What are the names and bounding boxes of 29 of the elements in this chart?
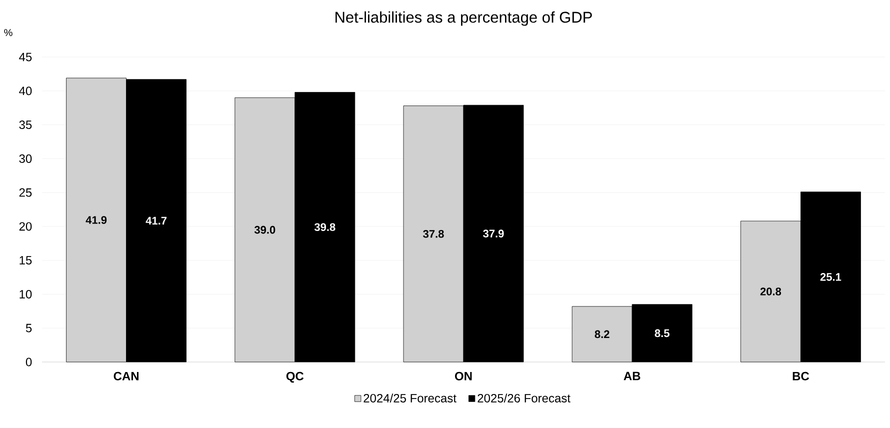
- data-label: 37.8: [423, 230, 444, 238]
- data-label: 20.8: [760, 288, 782, 296]
- data-label: 8.2: [594, 330, 610, 338]
- x-tick-label: AB: [624, 372, 640, 380]
- y-tick-label: 25: [19, 188, 32, 197]
- y-tick-label: 10: [20, 290, 32, 298]
- data-label: 25.1: [820, 273, 842, 281]
- y-tick-label: 45: [19, 52, 32, 62]
- x-tick-label: CAN: [114, 372, 138, 380]
- data-label: 41.9: [86, 216, 107, 224]
- y-tick-label: 15: [20, 256, 32, 265]
- data-label: 37.9: [483, 230, 504, 238]
- x-tick-label: ON: [455, 372, 472, 380]
- y-tick-label: 0: [26, 358, 32, 366]
- y-tick-label: 35: [19, 120, 32, 130]
- legend-label: 2024/25 Forecast: [364, 394, 456, 402]
- y-axis-title: %: [4, 29, 12, 36]
- data-label: 39.0: [254, 226, 276, 234]
- data-label: 41.7: [146, 216, 167, 224]
- y-tick-label: 40: [19, 86, 32, 96]
- data-label: 8.5: [654, 329, 670, 338]
- chart-title: Net-liabilities as a percentage of GDP: [336, 11, 592, 26]
- y-tick-label: 30: [19, 154, 32, 163]
- x-tick-label: BC: [792, 372, 810, 380]
- y-tick-label: 20: [19, 222, 32, 231]
- legend-label: 2025/26 Forecast: [478, 394, 570, 402]
- data-label: 39.8: [314, 223, 336, 232]
- x-tick-label: QC: [286, 372, 304, 383]
- y-tick-label: 5: [26, 324, 32, 332]
